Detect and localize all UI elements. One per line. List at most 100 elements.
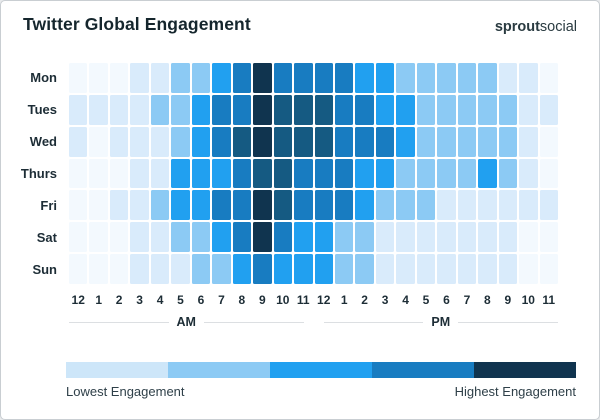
hour-tick-label: 5 (177, 293, 184, 307)
hour-tick-label: 6 (197, 293, 205, 307)
heatmap-cell (232, 190, 252, 221)
heatmap-cell (334, 190, 354, 221)
heatmap-cell (273, 190, 293, 221)
logo-text-regular: social (539, 19, 577, 35)
heatmap-cell (539, 94, 558, 125)
heatmap-cell (171, 63, 190, 93)
hour-tick-label: 11 (542, 293, 556, 307)
heatmap-cell (416, 190, 436, 221)
sproutsocial-logo: sproutsocial (495, 19, 577, 35)
heatmap-cell (109, 254, 129, 284)
heatmap-cell (89, 158, 108, 189)
period-pm: PM (314, 315, 569, 329)
legend-color-segment (372, 362, 474, 378)
heatmap-cell (171, 94, 190, 125)
day-label: Fri (40, 197, 57, 213)
heatmap-cell (171, 126, 190, 157)
day-label: Mon (30, 70, 57, 86)
y-axis-day-labels: Mon Tues Wed Thurs Fri Sat Sun (1, 63, 57, 284)
period-am: AM (59, 315, 314, 329)
heatmap-cell (396, 190, 415, 221)
heatmap-cell (89, 190, 108, 221)
heatmap-cell (212, 126, 231, 157)
heatmap-cell (539, 254, 558, 284)
heatmap-cell (294, 63, 313, 93)
heatmap-cell (191, 63, 211, 93)
heatmap-cell (478, 222, 497, 253)
legend-color-segment (66, 362, 168, 378)
heatmap-cell (416, 126, 436, 157)
heatmap-cell (273, 94, 293, 125)
legend-lowest-label: Lowest Engagement (66, 384, 185, 399)
heatmap-cell (109, 158, 129, 189)
heatmap-cell (191, 222, 211, 253)
heatmap-cell (478, 126, 497, 157)
hour-tick-label: 12 (71, 293, 85, 307)
heatmap-cell (375, 222, 395, 253)
heatmap-cell (314, 126, 333, 157)
heatmap-cell (396, 158, 415, 189)
heatmap-cell (539, 190, 558, 221)
period-line (203, 321, 304, 323)
hour-tick-label: 9 (259, 293, 266, 307)
logo-text-bold: sprout (494, 19, 540, 35)
heatmap-cell (69, 63, 88, 93)
heatmap-cell (519, 222, 538, 253)
heatmap-cell (314, 190, 333, 221)
heatmap-cell (519, 63, 538, 93)
hour-tick-label: 8 (484, 293, 491, 307)
hour-tick-label: 10 (521, 293, 535, 307)
heatmap-cell (212, 63, 231, 93)
hour-tick-label: 12 (317, 293, 331, 307)
heatmap-cell (437, 254, 456, 284)
hour-tick-label: 3 (381, 293, 389, 307)
heatmap-cell (150, 94, 170, 125)
heatmap-cell (539, 222, 558, 253)
heatmap-cell (355, 158, 374, 189)
hour-tick-label: 5 (422, 293, 430, 307)
legend-color-bar (66, 362, 576, 378)
legend-color-segment (168, 362, 270, 378)
legend-highest-label: Highest Engagement (454, 384, 576, 399)
heatmap-cell (171, 158, 190, 189)
period-label: PM (431, 315, 451, 329)
heatmap-cell (437, 126, 456, 157)
heatmap-cell (89, 126, 108, 157)
heatmap-cell (457, 190, 477, 221)
heatmap-cell (334, 158, 354, 189)
heatmap-cell (539, 158, 558, 189)
hour-tick-label: 3 (136, 293, 143, 307)
heatmap-cell (171, 254, 190, 284)
heatmap-cell (478, 63, 497, 93)
heatmap-cell (416, 94, 436, 125)
heatmap-cell (457, 63, 477, 93)
heatmap-cell (150, 254, 170, 284)
heatmap-cell (273, 126, 293, 157)
heatmap-cell (478, 94, 497, 125)
day-label: Wed (29, 134, 57, 150)
heatmap-cell (437, 158, 456, 189)
day-label: Thurs (20, 165, 57, 181)
hour-tick-label: 1 (340, 293, 348, 307)
heatmap-cell (130, 158, 149, 189)
day-label: Sat (36, 229, 57, 245)
heatmap-cell (130, 126, 149, 157)
heatmap-cell (273, 254, 293, 284)
day-label: Tues (27, 102, 57, 118)
heatmap-cell (314, 254, 333, 284)
hour-tick-label: 2 (361, 293, 368, 307)
heatmap-cell (498, 254, 518, 284)
hour-tick-label: 7 (463, 293, 471, 307)
period-line (323, 321, 424, 323)
heatmap-cell (498, 190, 518, 221)
heatmap-cell (109, 222, 129, 253)
heatmap-cell (89, 254, 108, 284)
heatmap-cell (355, 190, 374, 221)
heatmap-cell (109, 63, 129, 93)
heatmap-cell (130, 190, 149, 221)
heatmap-cell (314, 158, 333, 189)
heatmap-cell (294, 158, 313, 189)
heatmap-cell (334, 126, 354, 157)
heatmap-cell (150, 158, 170, 189)
heatmap-cell (150, 126, 170, 157)
